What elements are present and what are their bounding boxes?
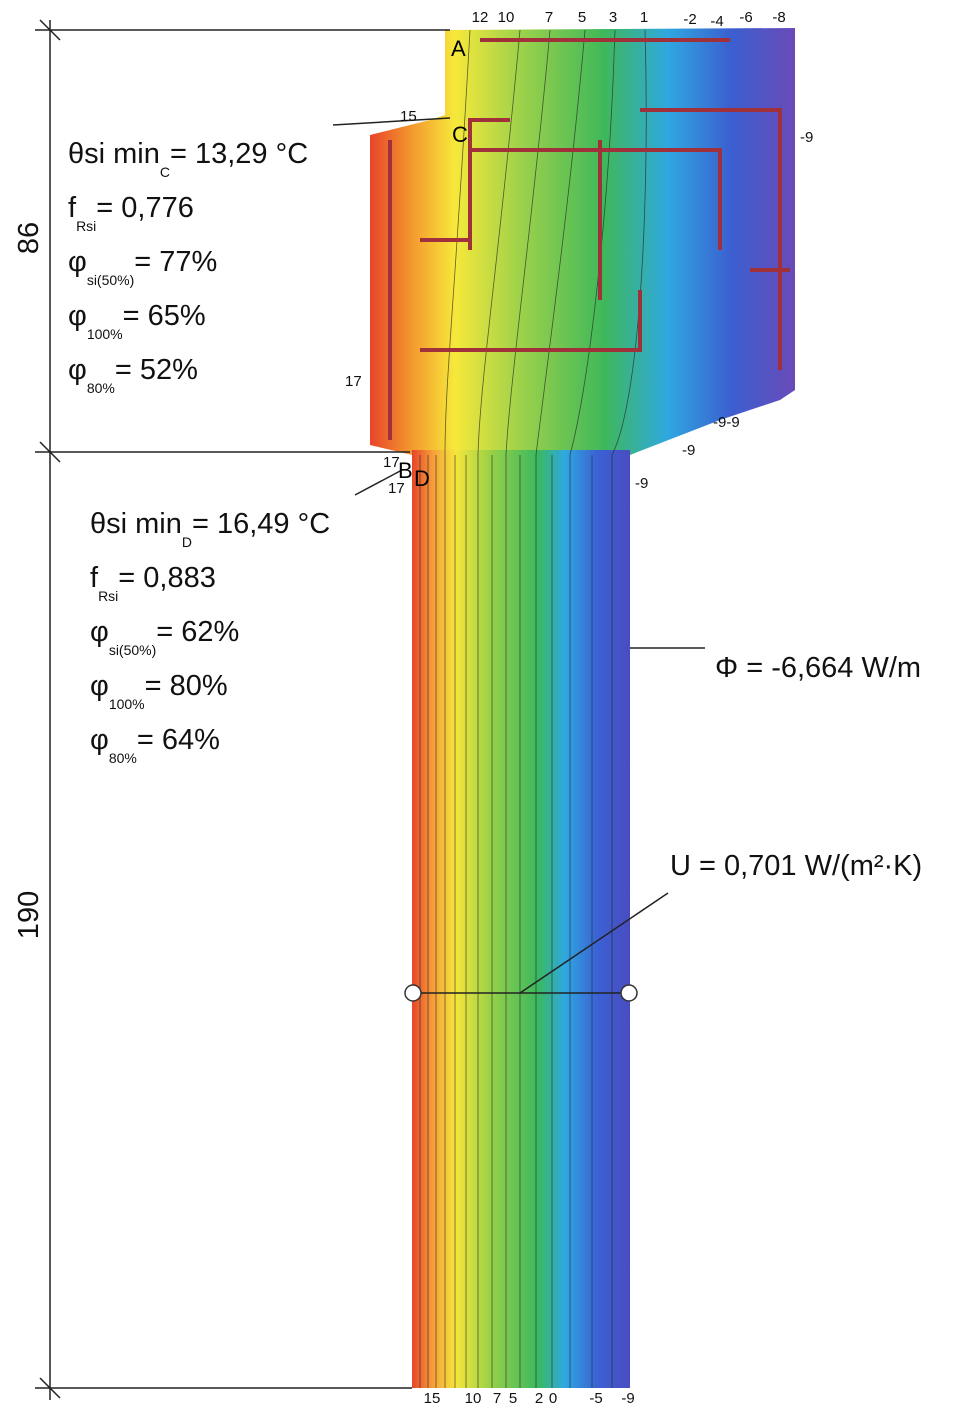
thermal-field — [370, 28, 795, 1388]
isotherm-label: -2 — [683, 11, 696, 28]
isotherm-label: 15 — [400, 108, 417, 125]
annotation-main: θsi min — [68, 138, 160, 170]
annotation-line: fRsi= 0,883 — [90, 562, 216, 604]
annotation-line: φ100%= 80% — [90, 670, 228, 712]
isotherm-label: -9-9 — [713, 414, 740, 431]
isotherm-label: 12 — [472, 9, 489, 26]
annotation-line: φ100%= 65% — [68, 300, 206, 342]
annotation-line: φsi(50%)= 77% — [68, 246, 217, 288]
diagram: 86 190 12 10 7 5 3 1 -2 -4 -6 -8 -9 -9-9… — [0, 0, 953, 1408]
flux-label: Φ = -6,664 W/m — [715, 652, 921, 684]
dimension-label: 190 — [13, 891, 45, 939]
annotation-subscript: D — [182, 534, 192, 550]
isotherm-label: 1 — [640, 9, 648, 26]
isotherm-label: -9 — [635, 475, 648, 492]
point-label: B — [398, 458, 413, 483]
annotation-subscript: C — [160, 164, 170, 180]
annotation-value: = 52% — [115, 354, 198, 386]
annotation-subscript: 100% — [87, 326, 123, 342]
annotation-main: θsi min — [90, 508, 182, 540]
point-label: C — [452, 122, 468, 147]
annotation-line: fRsi= 0,776 — [68, 192, 194, 234]
point-label: A — [451, 36, 466, 61]
annotation-main: φ — [68, 300, 87, 332]
isotherm-label: 2 — [535, 1390, 543, 1407]
annotation-value: = 13,29 °C — [170, 138, 308, 170]
annotation-subscript: Rsi — [98, 588, 118, 604]
isotherm-label: -8 — [772, 9, 785, 26]
isotherm-label: 10 — [498, 9, 515, 26]
annotation-subscript: 100% — [109, 696, 145, 712]
isotherm-label: 3 — [609, 9, 617, 26]
annotation-value: = 62% — [156, 616, 239, 648]
annotation-value: = 0,776 — [96, 192, 194, 224]
annotation-value: = 16,49 °C — [192, 508, 330, 540]
isotherm-label: -4 — [710, 13, 723, 30]
isotherm-label: -9 — [800, 129, 813, 146]
annotation-main: φ — [90, 670, 109, 702]
annotation-main: φ — [68, 246, 87, 278]
annotation-main: φ — [68, 354, 87, 386]
isotherm-label: 15 — [424, 1390, 441, 1407]
isotherm-label: 5 — [578, 9, 586, 26]
annotation-value: = 65% — [123, 300, 206, 332]
isotherm-label: 17 — [345, 373, 362, 390]
isotherm-label: -9 — [682, 442, 695, 459]
isotherm-label: 7 — [545, 9, 553, 26]
annotation-subscript: si(50%) — [87, 272, 134, 288]
isotherm-label: 7 — [493, 1390, 501, 1407]
isotherm-label: 10 — [465, 1390, 482, 1407]
isotherm-label: -9 — [621, 1390, 634, 1407]
annotation-subscript: 80% — [87, 380, 115, 396]
annotation-value: = 0,883 — [118, 562, 216, 594]
annotation-line: φ80%= 64% — [90, 724, 220, 766]
isotherm-label: 5 — [509, 1390, 517, 1407]
isotherm-label: -5 — [589, 1390, 602, 1407]
annotation-subscript: Rsi — [76, 218, 96, 234]
annotation-line: θsi minC= 13,29 °C — [68, 138, 308, 180]
annotation-value: = 64% — [137, 724, 220, 756]
point-label: D — [414, 466, 430, 491]
annotation-line: φsi(50%)= 62% — [90, 616, 239, 658]
isotherm-label: -6 — [739, 9, 752, 26]
annotation-value: = 80% — [145, 670, 228, 702]
point-marker — [405, 985, 421, 1001]
annotation-line: θsi minD= 16,49 °C — [90, 508, 330, 550]
annotation-main: φ — [90, 724, 109, 756]
annotation-line: φ80%= 52% — [68, 354, 198, 396]
annotation-subscript: 80% — [109, 750, 137, 766]
annotation-subscript: si(50%) — [109, 642, 156, 658]
dimension-label: 86 — [13, 222, 45, 254]
annotation-main: φ — [90, 616, 109, 648]
point-marker — [621, 985, 637, 1001]
u-value-label: U = 0,701 W/(m²·K) — [670, 850, 922, 882]
annotation-value: = 77% — [134, 246, 217, 278]
isotherm-label: 0 — [549, 1390, 557, 1407]
